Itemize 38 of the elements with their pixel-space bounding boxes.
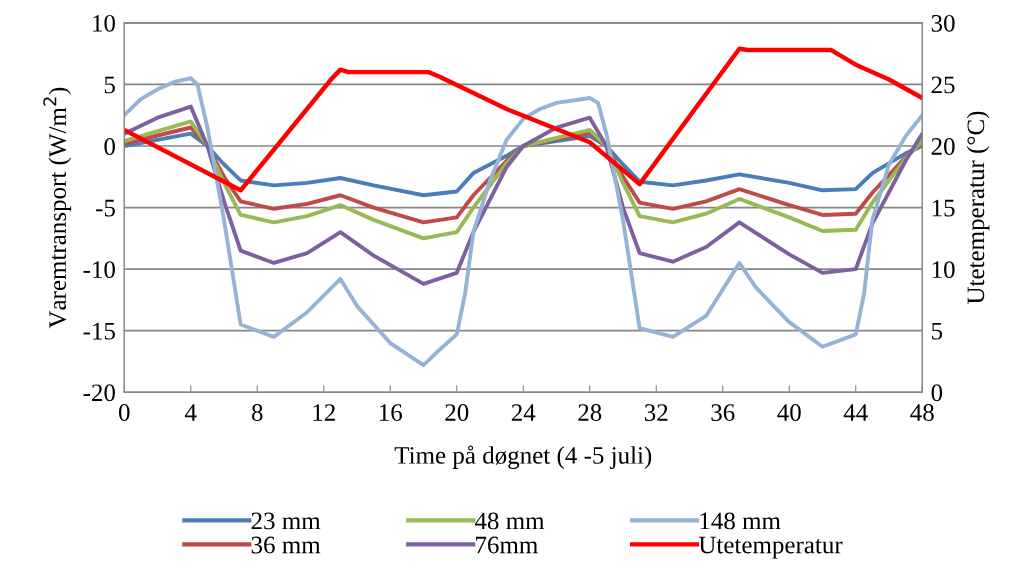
x-tick-label: 36 xyxy=(711,404,735,421)
y-tick-label: 5 xyxy=(104,76,115,94)
legend-label: 23 mm xyxy=(251,512,321,530)
y-tick-label: 0 xyxy=(104,138,115,155)
x-axis-title: Time på døgnet (4 -5 juli) xyxy=(394,445,652,469)
legend-label: Utetemperatur xyxy=(698,536,843,559)
x-tick-label: 8 xyxy=(251,404,263,421)
y-tick-label: -15 xyxy=(83,322,115,340)
x-tick-label: 48 xyxy=(910,404,934,421)
y-tick-label: -20 xyxy=(83,384,115,402)
x-tick-label: 40 xyxy=(777,404,801,421)
y2-tick-label: 0 xyxy=(931,384,943,402)
legend-label: 48 mm xyxy=(474,512,545,530)
x-tick-label: 20 xyxy=(445,404,469,421)
x-tick-label: 28 xyxy=(578,404,602,421)
x-tick-label: 24 xyxy=(511,404,536,421)
y-axis-title: Varemtransport (W/m$^{2}$) xyxy=(43,87,72,329)
y2-tick-label: 30 xyxy=(931,14,955,32)
x-tick-label: 44 xyxy=(843,404,868,421)
x-tick-label: 32 xyxy=(644,404,668,421)
y2-tick-label: 15 xyxy=(932,199,955,217)
legend-label: 76mm xyxy=(476,536,538,554)
y2-tick-label: 5 xyxy=(932,323,943,340)
y2-tick-label: 20 xyxy=(931,138,955,155)
x-tick-label: 12 xyxy=(313,404,335,421)
line-series xyxy=(124,76,923,368)
y-tick-label: 10 xyxy=(93,14,115,32)
y-tick-label: -5 xyxy=(96,199,115,217)
y2-axis-title: Utetemperatur (°C) xyxy=(966,111,990,305)
line-series xyxy=(124,46,923,193)
x-tick-label: 0 xyxy=(118,404,130,421)
y2-tick-label: 10 xyxy=(932,261,955,279)
legend-label: 36 mm xyxy=(251,536,321,554)
x-tick-label: 16 xyxy=(379,404,403,421)
x-tick-label: 4 xyxy=(185,404,197,421)
legend-label: 148 mm xyxy=(700,512,781,530)
y2-tick-label: 25 xyxy=(931,76,955,94)
y-tick-label: -10 xyxy=(83,261,115,279)
